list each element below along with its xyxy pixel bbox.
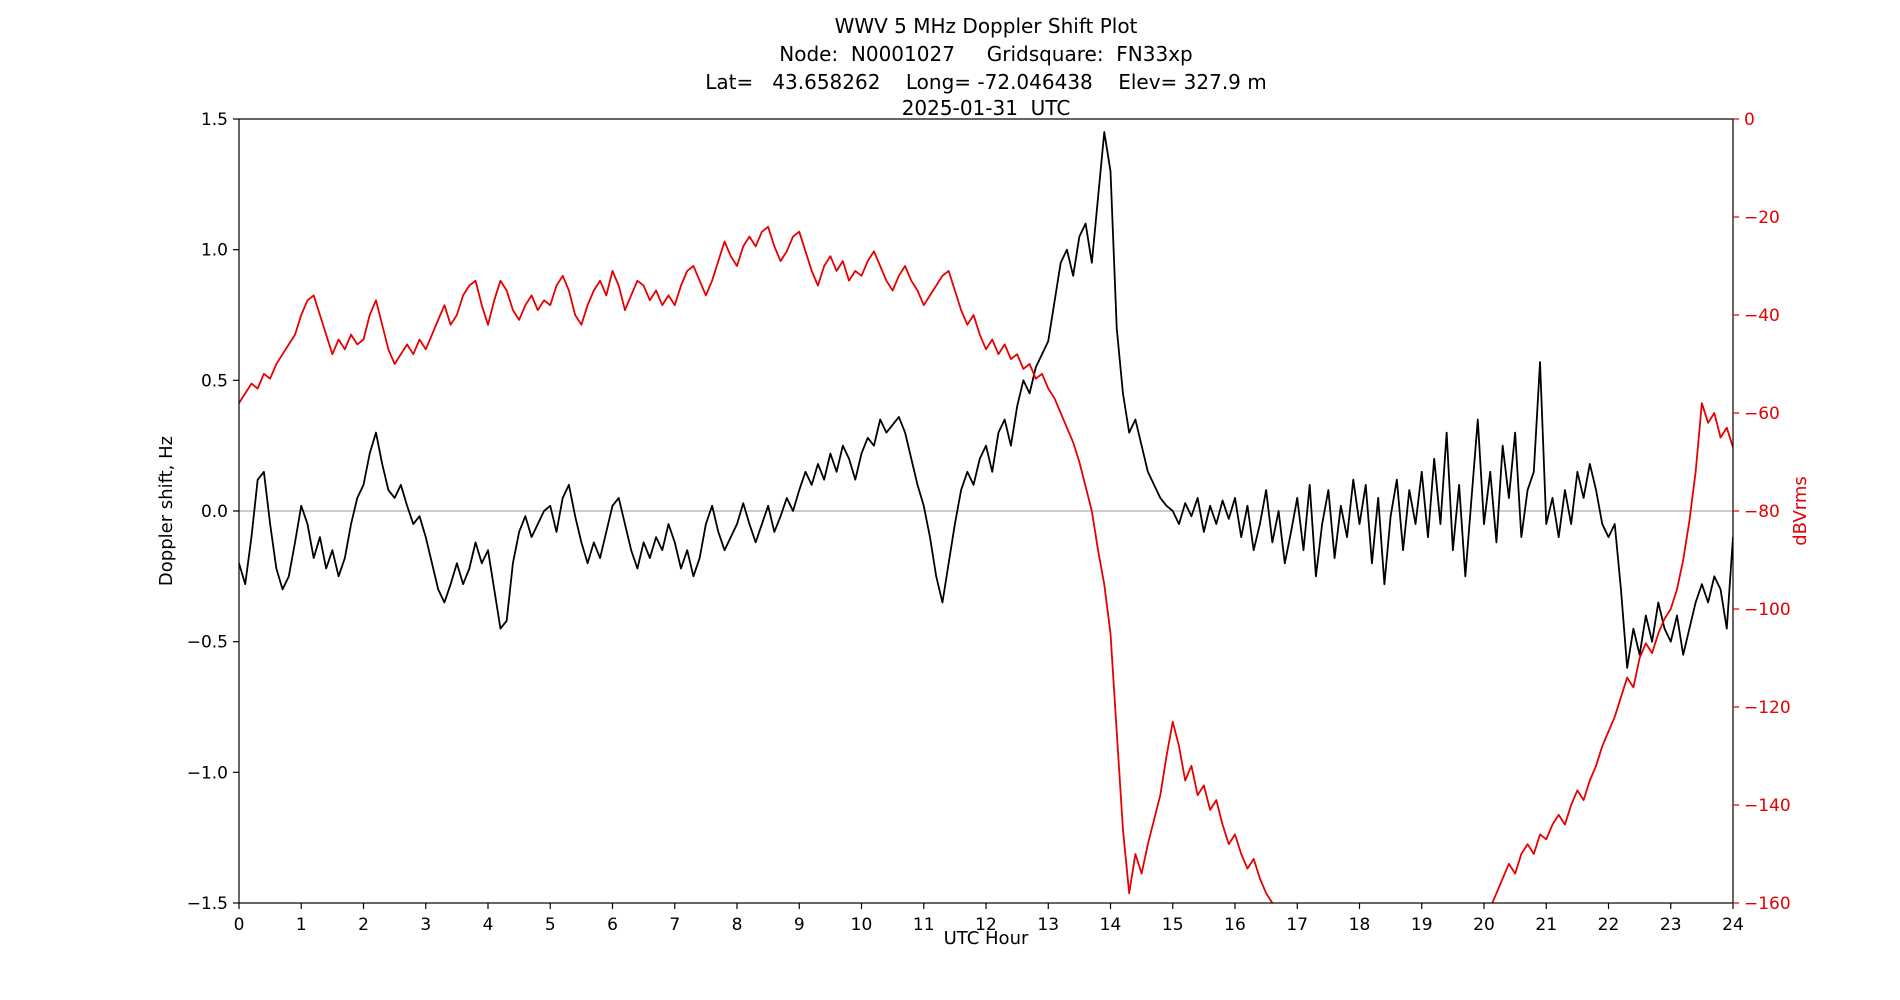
series-line-right (239, 225, 1733, 903)
x-tick-label: 3 (420, 915, 431, 935)
y-right-tick-label: −80 (1744, 502, 1780, 522)
y-right-tick-label: −140 (1744, 796, 1791, 816)
x-tick-label: 1 (296, 915, 307, 935)
y-right-tick-label: −160 (1744, 894, 1791, 914)
x-tick-label: 14 (1100, 915, 1122, 935)
x-tick-label: 8 (732, 915, 743, 935)
y-right-tick-label: −60 (1744, 404, 1780, 424)
y-left-tick-label: −1.5 (187, 894, 228, 914)
y-left-tick-label: −1.0 (187, 763, 228, 783)
x-tick-label: 12 (975, 915, 997, 935)
y-right-tick-label: −120 (1744, 698, 1791, 718)
x-tick-label: 19 (1411, 915, 1433, 935)
x-tick-label: 10 (851, 915, 873, 935)
x-tick-label: 24 (1722, 915, 1744, 935)
x-tick-label: 11 (913, 915, 935, 935)
x-tick-label: 22 (1598, 915, 1620, 935)
y-right-tick-label: −20 (1744, 208, 1780, 228)
x-tick-label: 16 (1224, 915, 1246, 935)
y-axis-label-left: Doppler shift, Hz (156, 436, 177, 586)
x-tick-label: 9 (794, 915, 805, 935)
plot-area: 0 1 2 3 4 5 6 7 8 9 10 11 12 13 14 15 16 17 18 19 20 21 22 23 24… (187, 110, 1791, 935)
x-axis-label: UTC Hour (944, 928, 1029, 949)
x-tick-label: 15 (1162, 915, 1184, 935)
y-left-tick-label: 1.5 (201, 110, 228, 130)
x-tick-label: 2 (358, 915, 369, 935)
x-tick-label: 23 (1660, 915, 1682, 935)
y-left-tick-label: 1.0 (201, 241, 228, 261)
y-right-tick-label: −40 (1744, 306, 1780, 326)
chart-subtitle-node-gridsquare: Node: N0001027 Gridsquare: FN33xp (779, 42, 1192, 66)
y-left-tick-label: 0.5 (201, 371, 228, 391)
x-tick-label: 7 (669, 915, 680, 935)
y-axis-label-right: dBVrms (1790, 476, 1811, 546)
x-tick-label: 18 (1349, 915, 1371, 935)
x-tick-label: 4 (483, 915, 494, 935)
chart-subtitle-lat-long-elev: Lat= 43.658262 Long= -72.046438 Elev= 32… (705, 70, 1267, 94)
x-tick-label: 13 (1037, 915, 1059, 935)
series-line-left (239, 131, 1733, 669)
chart-title: WWV 5 MHz Doppler Shift Plot (835, 14, 1138, 38)
x-tick-label: 5 (545, 915, 556, 935)
y-right-tick-label: −100 (1744, 600, 1791, 620)
x-tick-label: 20 (1473, 915, 1495, 935)
chart-subtitle-date: 2025-01-31 UTC (902, 96, 1071, 120)
y-left-tick-label: 0.0 (201, 502, 228, 522)
y-left-tick-label: −0.5 (187, 633, 228, 653)
x-tick-label: 6 (607, 915, 618, 935)
x-tick-label: 17 (1286, 915, 1308, 935)
x-tick-label: 21 (1535, 915, 1557, 935)
y-right-tick-label: 0 (1744, 110, 1755, 130)
x-tick-label: 0 (234, 915, 245, 935)
